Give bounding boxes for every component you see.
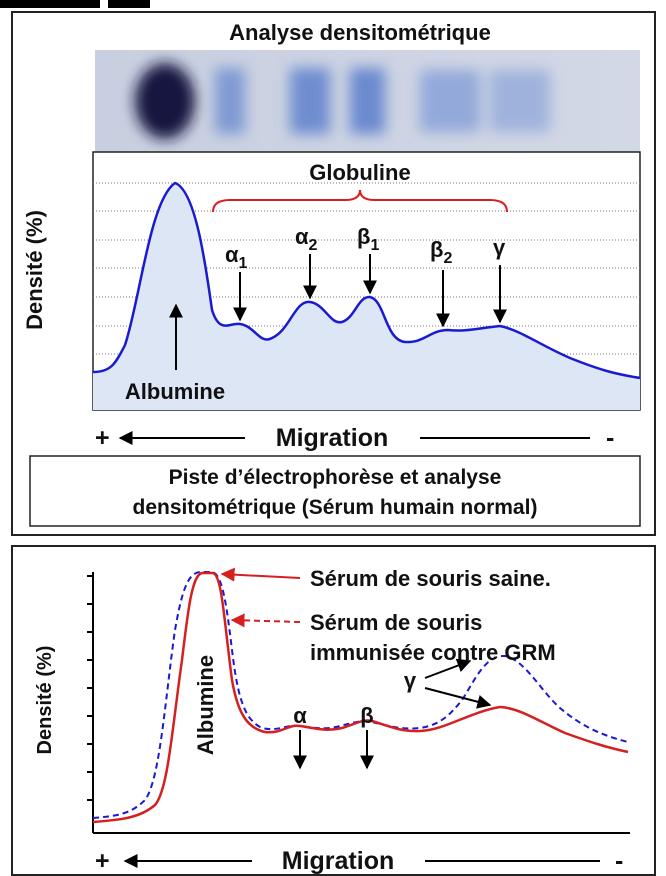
peak-label: β — [360, 703, 373, 728]
caption: Piste d’électrophorèse et analyse — [169, 466, 502, 489]
caption: densitométrique (Sérum humain normal) — [133, 496, 538, 519]
peak-label: α — [293, 703, 307, 728]
tab — [0, 0, 100, 8]
minus: - — [615, 847, 623, 875]
albumin-label: Albumine — [125, 379, 225, 404]
figure: Analyse densitométrique Densité (%) Glob… — [0, 0, 666, 876]
title: Analyse densitométrique — [229, 20, 491, 45]
migration-label: Migration — [276, 424, 389, 452]
tab — [108, 0, 150, 8]
legend-text: immunisée contre GRM — [310, 640, 556, 665]
minus: - — [606, 424, 614, 452]
legend-text: Sérum de souris saine. — [310, 566, 551, 591]
peak-label: γ — [493, 235, 506, 260]
peak-label: γ — [404, 668, 417, 693]
gel-strip — [95, 50, 640, 152]
plus: + — [95, 847, 110, 875]
albumin-label: Albumine — [193, 655, 218, 755]
legend-text: Sérum de souris — [310, 610, 482, 635]
bracket-label: Globuline — [309, 160, 410, 185]
y-label: Densité (%) — [22, 210, 47, 330]
panel — [12, 546, 655, 875]
plus: + — [95, 424, 110, 452]
migration-label: Migration — [282, 847, 395, 875]
y-label: Densité (%) — [34, 646, 56, 755]
